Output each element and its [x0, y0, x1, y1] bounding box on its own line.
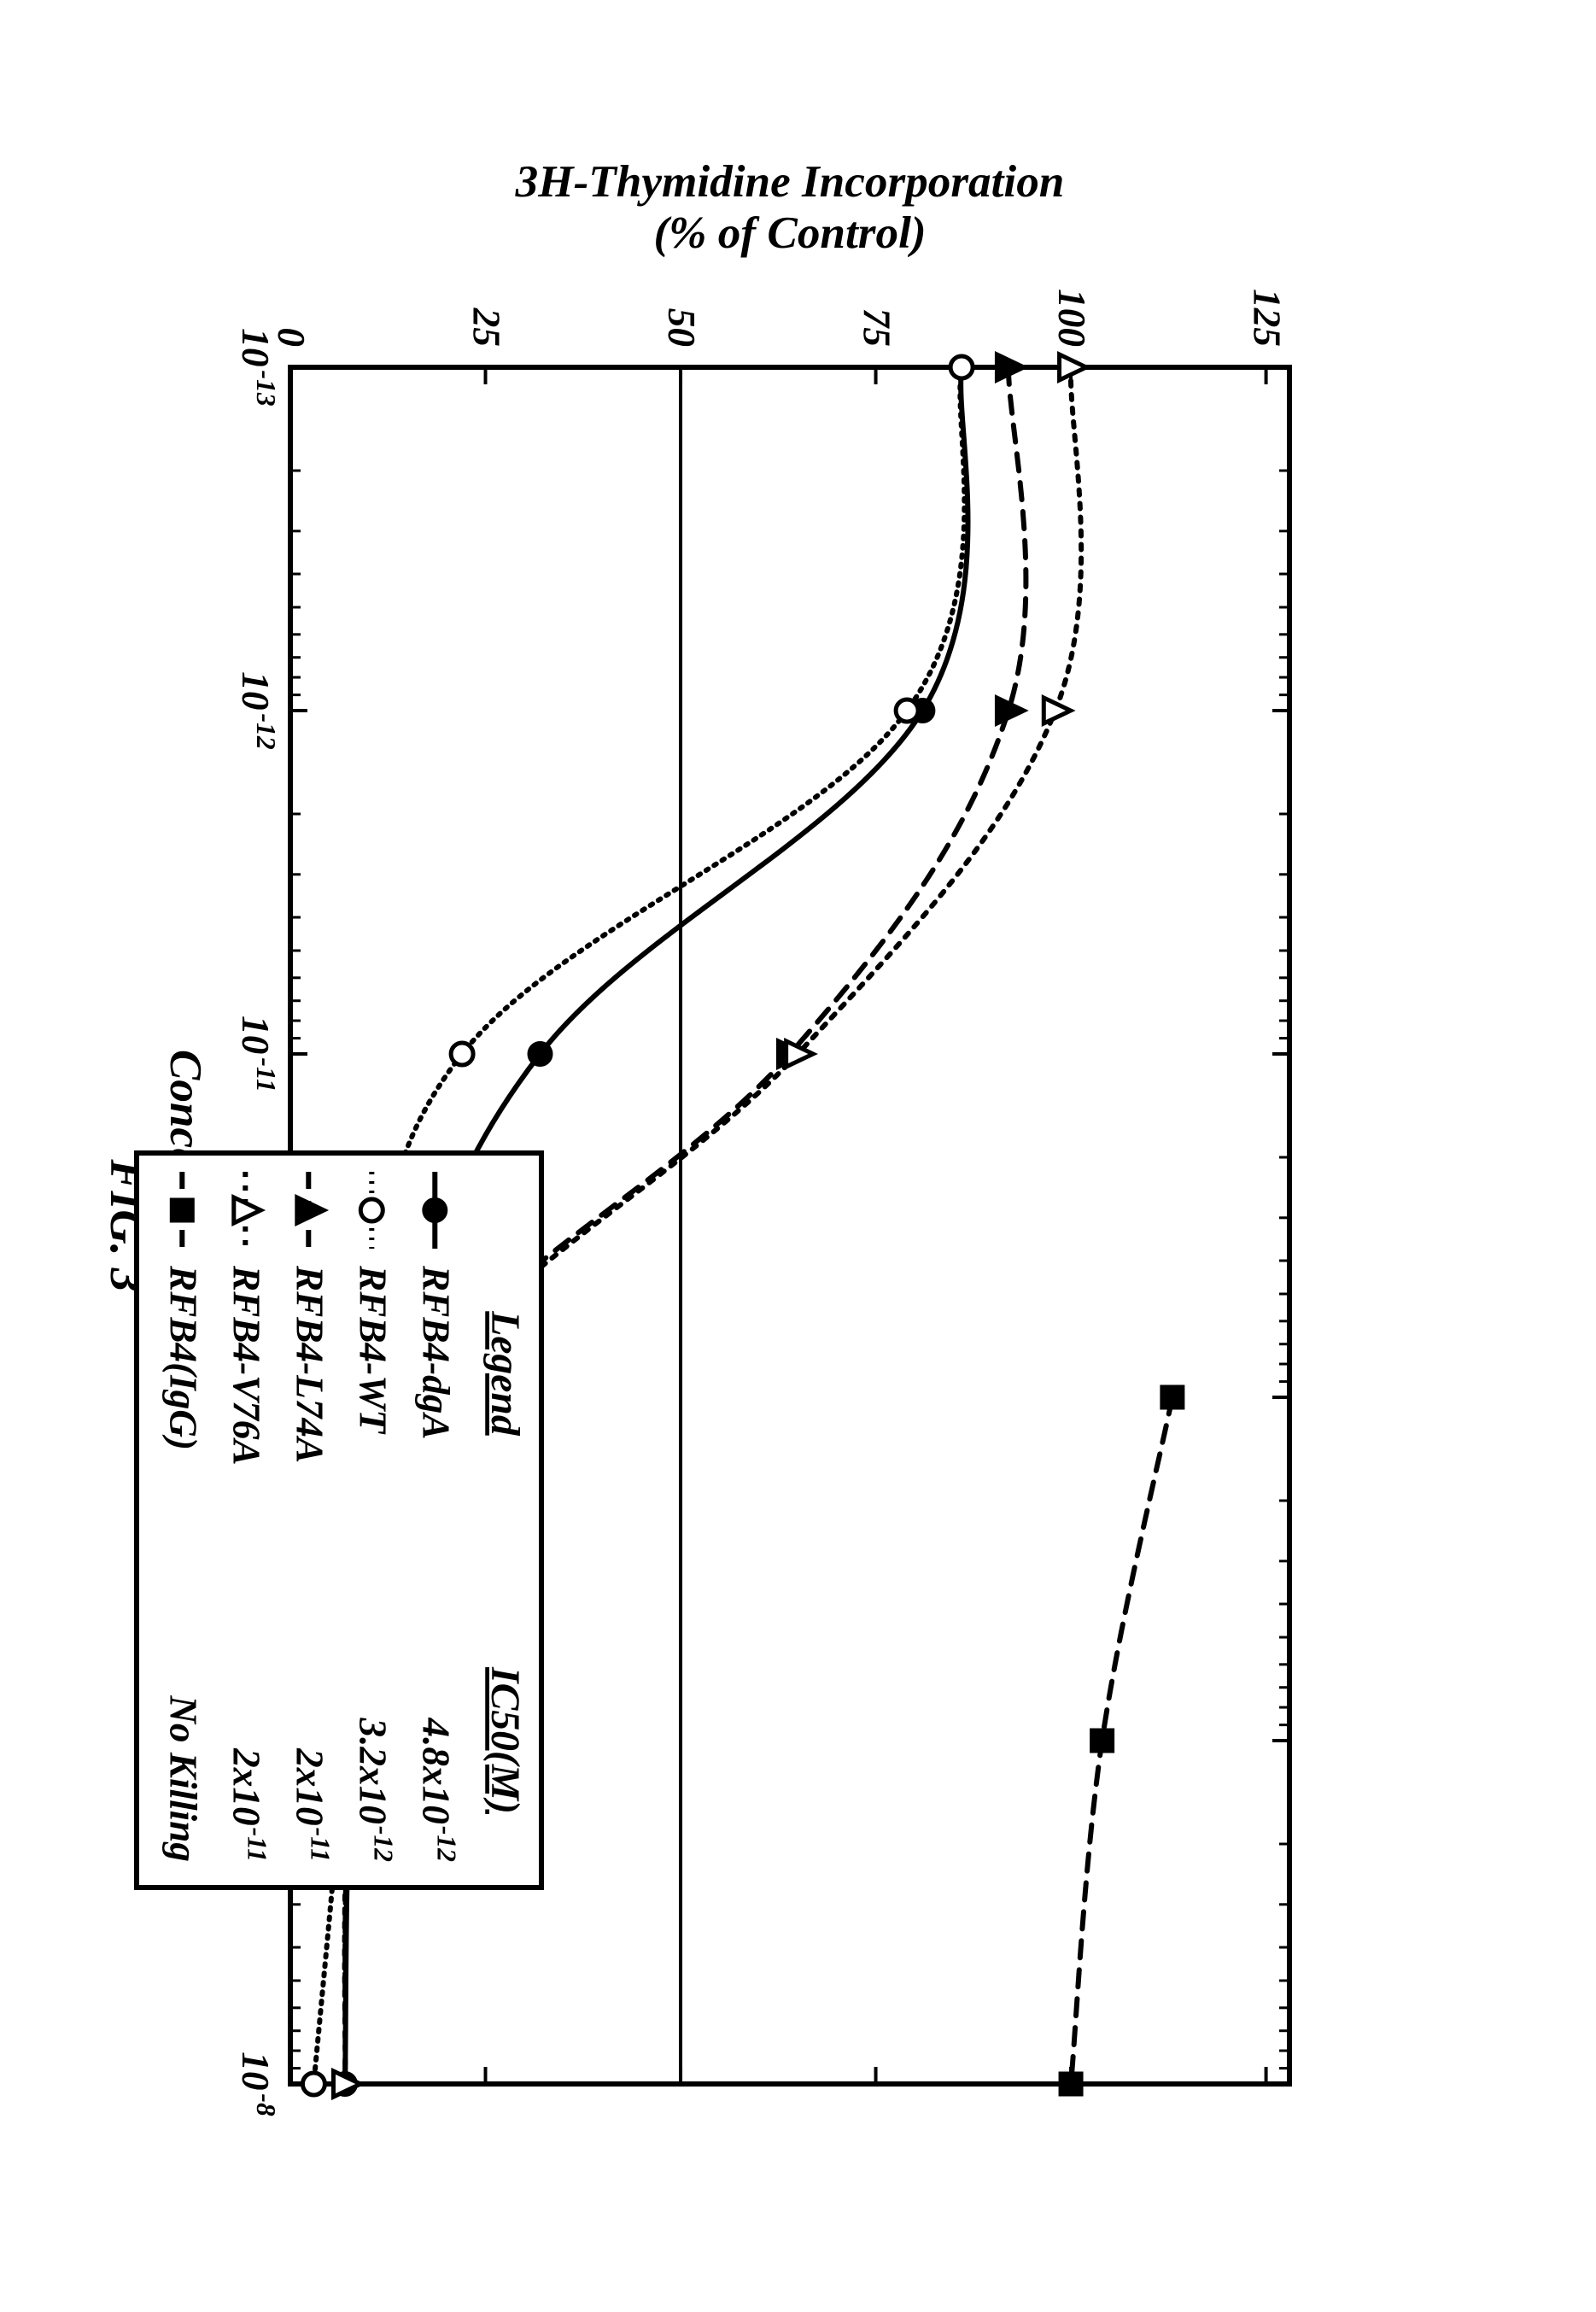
legend-header-left: Legend: [482, 1310, 527, 1437]
x-tick-label: 10-8: [234, 2052, 282, 2116]
y-tick-label: 75: [856, 308, 898, 347]
chart-svg: 025507510012510-1310-1210-1110-1010-910-…: [0, 0, 1596, 2312]
legend-name-3: RFB4-V76A: [225, 1265, 267, 1466]
legend-name-0: RFB4-dgA: [414, 1265, 457, 1440]
series-line-4: [1071, 1397, 1172, 2084]
y-axis-label-1: 3H-Thymidine Incorporation: [515, 156, 1065, 207]
legend-ic50-4: No Killing: [161, 1694, 204, 1862]
legend-header-right: IC50(M): [482, 1666, 527, 1814]
y-tick-label: 125: [1246, 289, 1289, 347]
x-tick-label: 10-12: [234, 671, 282, 750]
y-tick-label: 100: [1050, 289, 1093, 347]
x-tick-label: 10-11: [234, 1016, 282, 1092]
chart-viewport: 025507510012510-1310-1210-1110-1010-910-…: [0, 0, 1596, 2312]
legend-name-4: RFB4(IgG): [161, 1265, 204, 1450]
legend-name-1: RFB4-WT: [351, 1265, 394, 1435]
y-axis-label-2: (% of Control): [653, 208, 926, 258]
y-tick-label: 25: [465, 307, 508, 347]
x-tick-label: 10-13: [234, 328, 282, 406]
y-axis-label-group: 3H-Thymidine Incorporation(% of Control): [515, 156, 1065, 258]
y-tick-label: 50: [660, 308, 703, 347]
legend-name-2: RFB4-L74A: [288, 1265, 330, 1463]
